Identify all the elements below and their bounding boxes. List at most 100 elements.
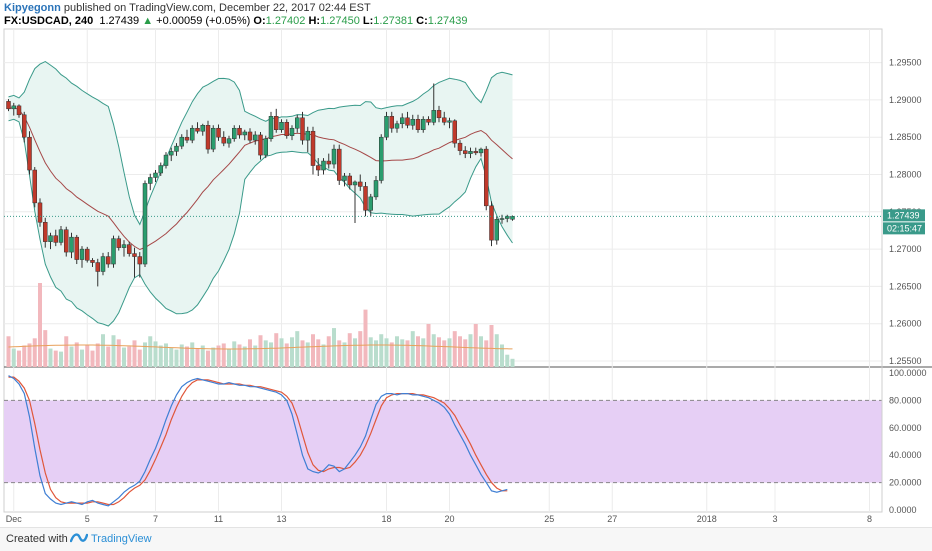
volume-bar (263, 340, 268, 367)
volume-bar (305, 342, 310, 367)
candle (184, 136, 190, 141)
candle (153, 172, 158, 178)
volume-bar (358, 331, 363, 367)
volume-bar (452, 331, 457, 367)
candle (494, 219, 499, 241)
candle (468, 151, 473, 154)
volume-bar (143, 342, 147, 367)
volume-average-line (8, 344, 513, 350)
publish-line: Kipyegonn published on TradingView.com, … (4, 2, 371, 15)
candle (505, 216, 510, 219)
candle (289, 127, 295, 136)
volume-bar (437, 337, 441, 367)
y-tick-label: 1.28000 (889, 169, 922, 179)
candle (305, 130, 310, 141)
volume-bar (101, 334, 105, 367)
volume-bar (468, 334, 473, 367)
volume-bar (227, 348, 231, 367)
candle (195, 127, 200, 132)
candle (95, 262, 100, 272)
candle (169, 151, 174, 156)
candle (58, 229, 64, 243)
stochastic-k-line (8, 375, 508, 507)
y-tick-label: 1.26500 (889, 281, 922, 291)
countdown-tag (883, 222, 925, 235)
x-tick-label: 25 (544, 514, 554, 524)
stochastic-d-line (8, 376, 508, 506)
volume-bar (416, 336, 420, 367)
candle (279, 122, 284, 130)
volume-bar (274, 333, 279, 367)
volume-bar (500, 344, 504, 367)
candle (363, 186, 368, 211)
volume-bar (400, 339, 405, 367)
stochastic-y-tick-label: 20.0000 (889, 478, 922, 488)
candle (127, 244, 132, 254)
volume-bar (253, 345, 258, 367)
candle (242, 131, 247, 136)
volume-bar (53, 350, 58, 367)
candle (415, 119, 421, 130)
volume-bar (179, 344, 184, 367)
candle (347, 175, 352, 186)
volume-bar (242, 346, 247, 367)
candle (352, 181, 358, 186)
candle (27, 136, 32, 171)
candle (53, 235, 58, 243)
candle (247, 131, 253, 141)
tradingview-logo-icon (70, 533, 88, 543)
close-value: 1.27439 (427, 15, 468, 27)
volume-bar (17, 350, 21, 367)
candle (190, 127, 195, 141)
candle (300, 117, 305, 141)
x-tick-label: 8 (867, 514, 872, 524)
volume-bar (111, 335, 116, 367)
candle (158, 165, 163, 174)
candle (489, 205, 494, 241)
candle (258, 134, 263, 156)
volume-bar (22, 345, 27, 367)
candle (142, 183, 148, 265)
volume-bar (290, 337, 294, 367)
volume-bar (279, 338, 284, 367)
candle (426, 119, 431, 123)
y-tick-label: 1.28500 (889, 132, 922, 142)
candle (342, 175, 347, 181)
x-tick-label: 11 (214, 514, 223, 524)
candle (106, 256, 111, 265)
candle (368, 196, 373, 211)
volume-bar (206, 350, 210, 367)
author-name[interactable]: Kipyegonn (4, 2, 61, 14)
volume-bar (426, 323, 431, 367)
stochastic-y-tick-label: 40.0000 (889, 450, 922, 460)
volume-bar (484, 340, 489, 367)
change-value: +0.00059 (+0.05%) (156, 15, 251, 27)
volume-bar (479, 336, 483, 367)
volume-bar (510, 358, 515, 367)
x-tick-label: 3 (772, 514, 777, 524)
volume-bar (106, 346, 111, 367)
x-tick-label: 20 (444, 514, 454, 524)
volume-bar (174, 349, 179, 367)
volume-bar (164, 343, 168, 367)
volume-bar (311, 334, 315, 367)
volume-bar (32, 338, 37, 367)
volume-bar (122, 347, 126, 367)
volume-bar (185, 346, 189, 367)
candle (64, 229, 69, 253)
low-value: 1.27381 (373, 15, 414, 27)
candle (32, 169, 37, 204)
x-tick-label: 13 (276, 514, 286, 524)
volume-bar (48, 348, 53, 367)
volume-bar (216, 345, 221, 367)
volume-bar (69, 346, 74, 367)
volume-bar (64, 336, 69, 367)
volume-bar (316, 339, 321, 367)
candle (499, 218, 505, 220)
y-tick-label: 1.25500 (889, 356, 922, 366)
last-price-tag (883, 209, 925, 222)
candle (284, 122, 289, 136)
tradingview-brand[interactable]: TradingView (91, 533, 152, 545)
volume-bar (90, 350, 95, 367)
